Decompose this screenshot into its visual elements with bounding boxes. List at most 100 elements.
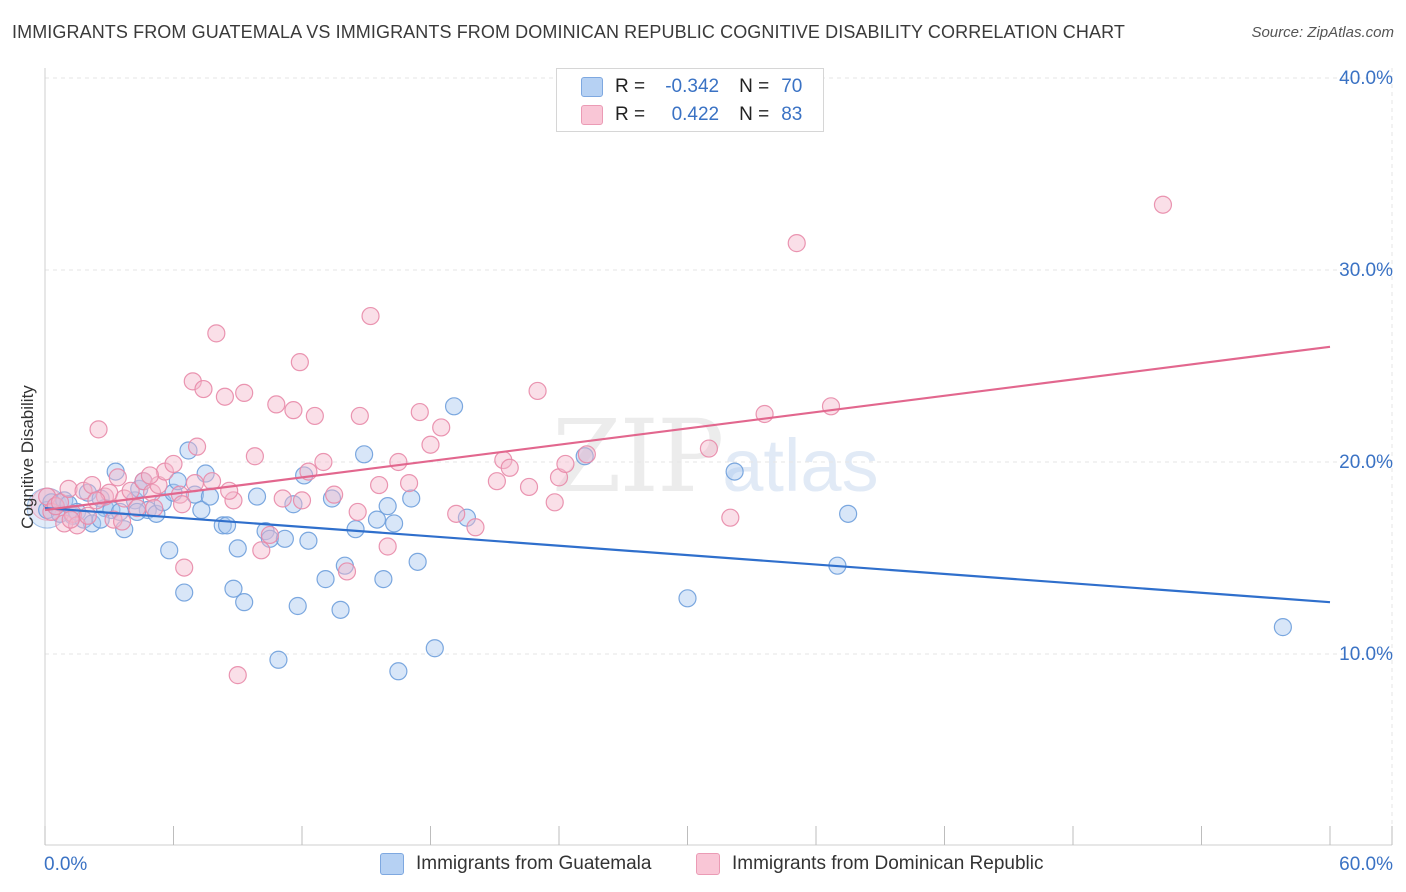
point-guatemala — [179, 441, 198, 460]
watermark: ZIPatlas — [552, 398, 879, 515]
point-dominican — [224, 491, 243, 510]
source-label: Source: ZipAtlas.com — [1251, 24, 1394, 41]
point-dominican — [290, 353, 309, 372]
watermark-zip: ZIP — [552, 398, 724, 515]
point-guatemala — [175, 583, 194, 602]
point-dominican — [389, 452, 408, 472]
point-dominican — [87, 491, 106, 510]
point-guatemala — [288, 596, 307, 616]
point-guatemala — [160, 541, 179, 560]
series-legend-guatemala: Immigrants from Guatemala — [380, 852, 651, 876]
legend-n-label: N = — [739, 104, 770, 125]
point-dominican — [378, 537, 397, 556]
point-dominican — [292, 491, 312, 510]
point-dominican — [370, 475, 389, 495]
legend-swatch-blue — [581, 77, 603, 97]
legend-n-label: N = — [739, 76, 770, 97]
trend-line-guatemala — [44, 506, 1331, 604]
legend-n-value: 83 — [781, 104, 803, 125]
series-legend-dominican: Immigrants from Dominican Republic — [696, 852, 1044, 876]
point-dominican — [245, 447, 264, 466]
y-tick-label: 10.0% — [1339, 644, 1393, 665]
point-dominican — [164, 454, 183, 474]
point-guatemala — [331, 600, 350, 619]
point-guatemala — [402, 489, 421, 508]
legend-row-dominican: R = 0.422 N = 83 — [581, 103, 802, 127]
point-dominican — [447, 504, 466, 523]
y-tick-label: 40.0% — [1339, 68, 1393, 89]
point-dominican — [185, 474, 205, 493]
point-guatemala — [678, 589, 697, 608]
point-dominican — [194, 379, 213, 399]
point-dominican — [252, 541, 271, 560]
point-dominican — [556, 454, 575, 474]
legend-r-label: R = — [615, 76, 646, 97]
point-dominican — [273, 489, 292, 508]
point-guatemala — [284, 495, 303, 514]
point-dominican — [528, 381, 547, 401]
point-guatemala — [408, 552, 427, 571]
point-dominican — [314, 452, 333, 472]
point-dominican — [466, 518, 485, 537]
point-dominican — [787, 234, 806, 253]
point-dominican — [1153, 195, 1173, 214]
point-dominican — [577, 445, 596, 464]
point-dominican — [410, 402, 429, 422]
point-dominican — [699, 439, 719, 458]
point-dominican — [187, 437, 207, 456]
point-dominican — [260, 525, 279, 545]
point-guatemala — [839, 504, 858, 523]
point-guatemala — [367, 510, 387, 529]
axes — [44, 68, 1393, 846]
point-dominican — [519, 477, 539, 497]
legend-n-value: 70 — [781, 76, 803, 97]
point-guatemala — [444, 397, 464, 416]
point-dominican — [432, 418, 451, 437]
y-tick-label: 20.0% — [1339, 452, 1393, 473]
legend-r-label: R = — [615, 104, 646, 125]
point-guatemala — [1273, 618, 1292, 637]
point-guatemala — [725, 462, 744, 481]
series-label-dominican: Immigrants from Dominican Republic — [732, 853, 1044, 874]
series-swatch-blue — [380, 853, 404, 875]
legend-swatch-pink — [581, 105, 603, 125]
point-dominican — [487, 472, 506, 491]
point-guatemala — [378, 497, 397, 516]
point-guatemala — [425, 639, 444, 658]
point-dominican — [721, 508, 740, 527]
point-guatemala — [224, 579, 243, 598]
series-swatch-pink — [696, 853, 720, 875]
point-dominican — [267, 395, 286, 414]
point-dominican — [59, 479, 78, 498]
point-dominican — [421, 435, 440, 454]
legend-row-guatemala: R = -0.342 N = 70 — [581, 75, 802, 99]
point-dominican — [108, 468, 127, 487]
chart-title: IMMIGRANTS FROM GUATEMALA VS IMMIGRANTS … — [12, 22, 1125, 42]
point-dominican — [235, 383, 254, 402]
point-dominican — [89, 420, 108, 439]
point-dominican — [399, 474, 419, 493]
point-dominican — [228, 666, 247, 685]
correlation-legend: R = -0.342 N = 70 R = 0.422 N = 83 — [556, 68, 824, 132]
y-axis-label: Cognitive Disability — [18, 385, 37, 529]
legend-r-value: -0.342 — [665, 76, 720, 97]
point-dominican — [545, 493, 564, 512]
point-dominican — [325, 485, 344, 504]
point-dominican — [145, 498, 164, 518]
point-dominican — [175, 558, 194, 577]
x-tick-label-min: 0.0% — [44, 854, 87, 875]
trend-lines — [44, 345, 1331, 604]
point-guatemala — [374, 570, 393, 589]
point-guatemala — [247, 487, 267, 506]
legend-r-value: 0.422 — [671, 104, 720, 125]
series-label-guatemala: Immigrants from Guatemala — [416, 853, 652, 874]
point-guatemala — [269, 650, 288, 669]
point-guatemala — [355, 445, 374, 464]
point-guatemala — [228, 539, 247, 558]
point-dominican — [112, 512, 132, 531]
point-guatemala — [389, 662, 408, 681]
point-dominican — [61, 510, 80, 529]
y-tick-label: 30.0% — [1339, 260, 1393, 281]
point-dominican — [337, 562, 357, 581]
